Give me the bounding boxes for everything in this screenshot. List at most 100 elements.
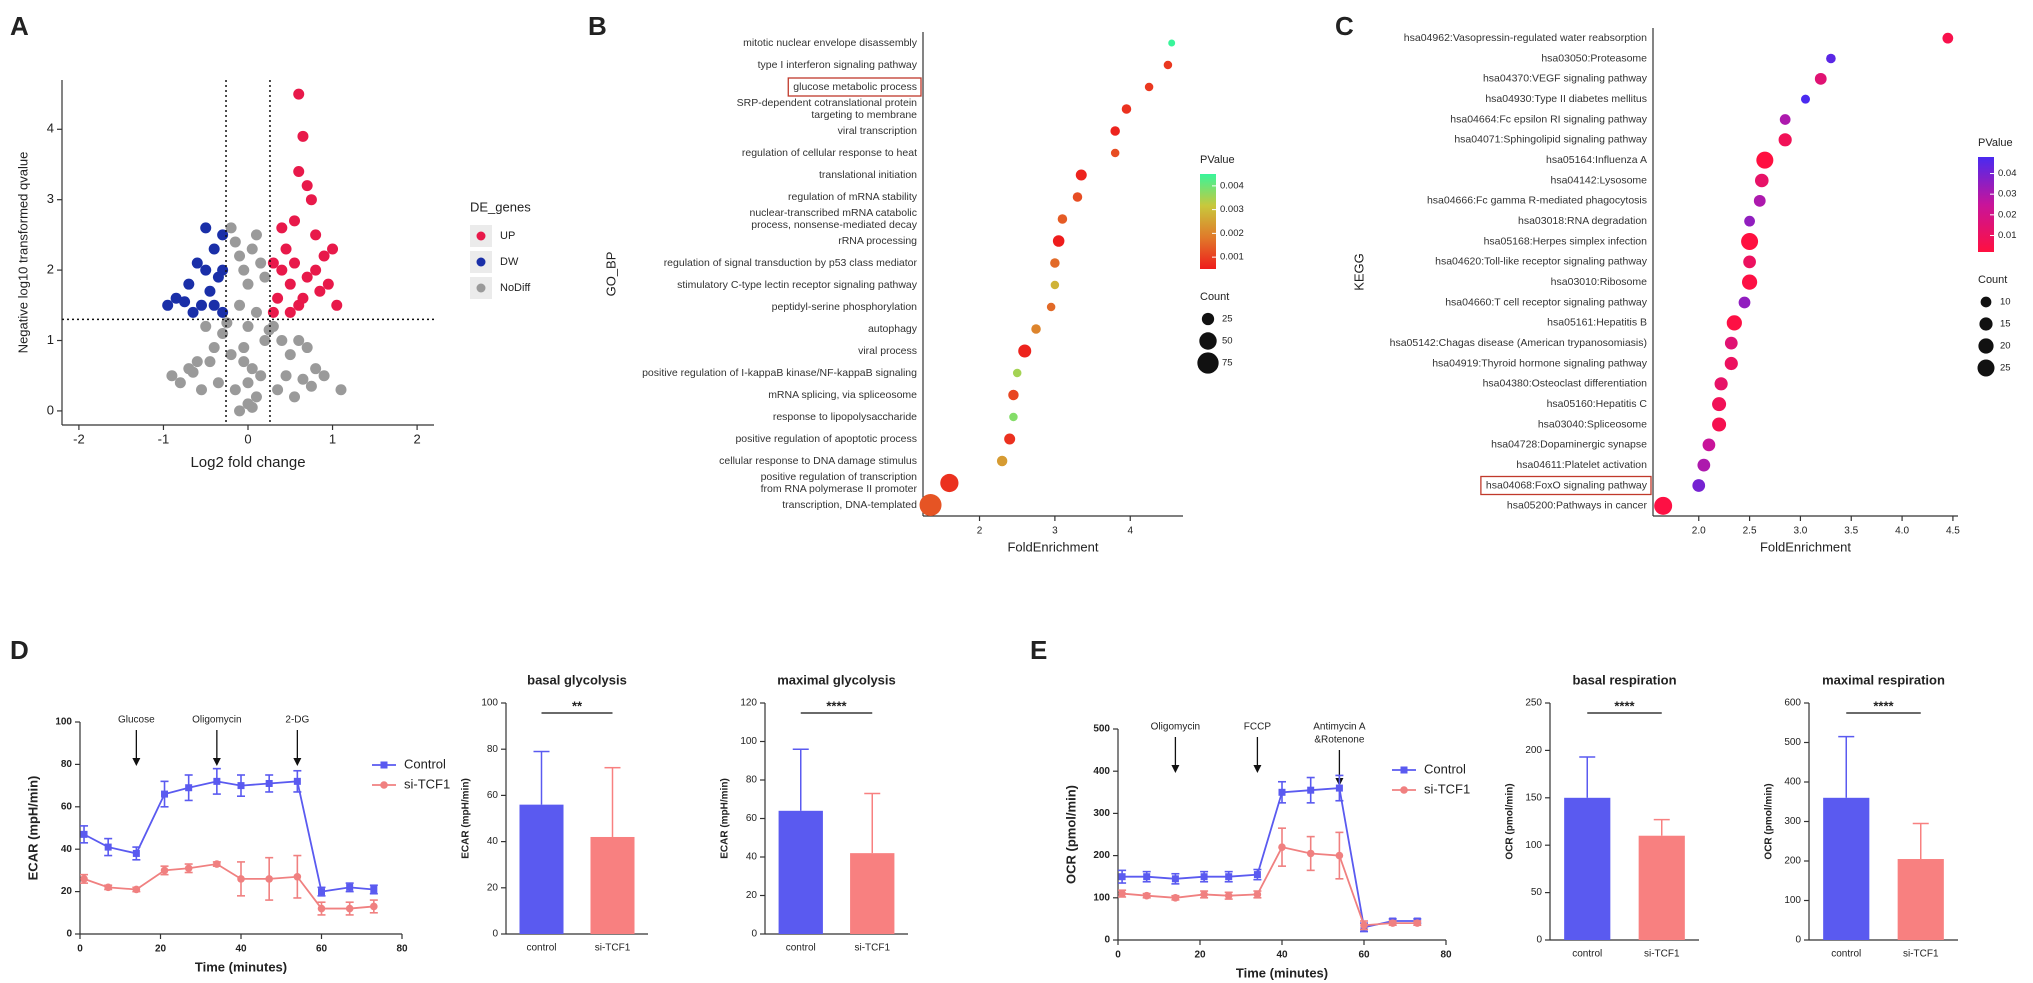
category-label: hsa05168:Herpes simplex infection <box>1484 235 1648 247</box>
series-line <box>1122 787 1418 929</box>
dot <box>1654 496 1673 515</box>
color-bar <box>1200 174 1216 269</box>
point <box>229 384 241 396</box>
dot <box>1050 258 1060 268</box>
category-label: hsa03040:Spliceosome <box>1538 418 1647 430</box>
point <box>255 257 267 269</box>
point <box>305 380 317 392</box>
color-tick-label: 0.003 <box>1220 204 1244 215</box>
point <box>246 401 258 413</box>
point <box>293 88 305 100</box>
point <box>301 180 313 192</box>
dot <box>1724 356 1738 371</box>
dot <box>1712 397 1727 412</box>
point <box>166 370 178 382</box>
point <box>225 222 237 234</box>
dot <box>1697 458 1711 472</box>
highlight-box <box>787 77 922 97</box>
category-label: transcription, DNA-templated <box>782 499 917 511</box>
point <box>1253 890 1262 899</box>
point <box>242 377 254 389</box>
x-tick-label: si-TCF1 <box>595 943 631 954</box>
point <box>104 843 112 851</box>
point <box>250 229 262 241</box>
point <box>208 342 220 354</box>
annotation: FCCP <box>1244 722 1272 733</box>
category-label: regulation of cellular response to heat <box>742 147 917 159</box>
x-tick-label: 80 <box>1440 950 1452 961</box>
x-tick-label: si-TCF1 <box>1903 949 1939 960</box>
point <box>1225 873 1233 881</box>
dot <box>1050 280 1060 290</box>
y-tick-label: 400 <box>1784 777 1801 788</box>
point <box>276 264 288 276</box>
size-label: 25 <box>2000 363 2011 374</box>
size-label: 15 <box>2000 319 2011 330</box>
y-tick-label: 150 <box>1525 792 1542 803</box>
dot <box>919 494 942 516</box>
color-tick-label: 0.04 <box>1998 168 2017 179</box>
dot <box>1012 368 1022 378</box>
category-label: hsa04380:Osteoclast differentiation <box>1483 378 1648 390</box>
point <box>160 866 169 875</box>
color-tick-label: 0.004 <box>1220 180 1244 191</box>
annotation: Antimycin A <box>1313 722 1366 733</box>
panel-letter: C <box>1335 11 1354 41</box>
point <box>170 292 182 304</box>
dot <box>1692 479 1706 492</box>
point <box>289 215 300 227</box>
y-tick-label: 4 <box>47 121 54 136</box>
point <box>1306 849 1315 858</box>
point <box>370 902 378 911</box>
size-key <box>1201 312 1215 326</box>
legend-title: PValue <box>1978 137 2013 149</box>
legend-marker <box>380 781 388 789</box>
y-tick-label: 0 <box>751 929 757 940</box>
x-tick-label: 0 <box>1115 950 1121 961</box>
x-tick-label: -2 <box>73 431 85 446</box>
point <box>293 777 301 785</box>
point <box>1413 919 1422 927</box>
arrow-head <box>1171 765 1180 773</box>
panel-letter: E <box>1030 635 1047 665</box>
point <box>185 784 193 792</box>
y-tick-label: 1 <box>47 332 54 347</box>
y-tick-label: 100 <box>1784 895 1801 906</box>
dot <box>1801 94 1810 104</box>
point <box>191 356 203 368</box>
bar <box>519 804 564 934</box>
y-axis-label: ECAR (mpH/min) <box>25 776 40 881</box>
point <box>161 790 169 798</box>
point <box>238 342 250 354</box>
y-tick-label: 20 <box>487 882 499 893</box>
dot <box>1052 235 1065 247</box>
category-label: stimulatory C-type lectin receptor signa… <box>677 279 918 291</box>
point <box>265 875 273 883</box>
y-tick-label: 300 <box>1093 808 1110 819</box>
point <box>1388 919 1397 927</box>
bar <box>1564 797 1611 940</box>
legend-label: Control <box>404 756 446 771</box>
bar <box>850 853 895 934</box>
y-tick-label: 0 <box>1795 935 1801 946</box>
point <box>297 373 309 385</box>
x-tick-label: 60 <box>316 944 328 955</box>
size-key <box>1978 338 1994 354</box>
panel-letter: B <box>588 11 607 41</box>
point <box>196 299 207 311</box>
legend-marker <box>476 257 486 267</box>
point <box>179 296 191 308</box>
series-line <box>83 780 374 893</box>
dot <box>940 473 959 493</box>
point <box>162 299 174 311</box>
x-tick-label: 20 <box>1194 950 1206 961</box>
category-label: hsa04370:VEGF signaling pathway <box>1483 73 1648 85</box>
point <box>1278 843 1286 851</box>
point <box>276 335 288 347</box>
y-tick-label: 200 <box>1093 850 1110 861</box>
x-tick-label: 2.5 <box>1743 526 1757 537</box>
point <box>200 264 212 276</box>
point <box>289 391 300 403</box>
x-tick-label: -1 <box>158 431 170 446</box>
